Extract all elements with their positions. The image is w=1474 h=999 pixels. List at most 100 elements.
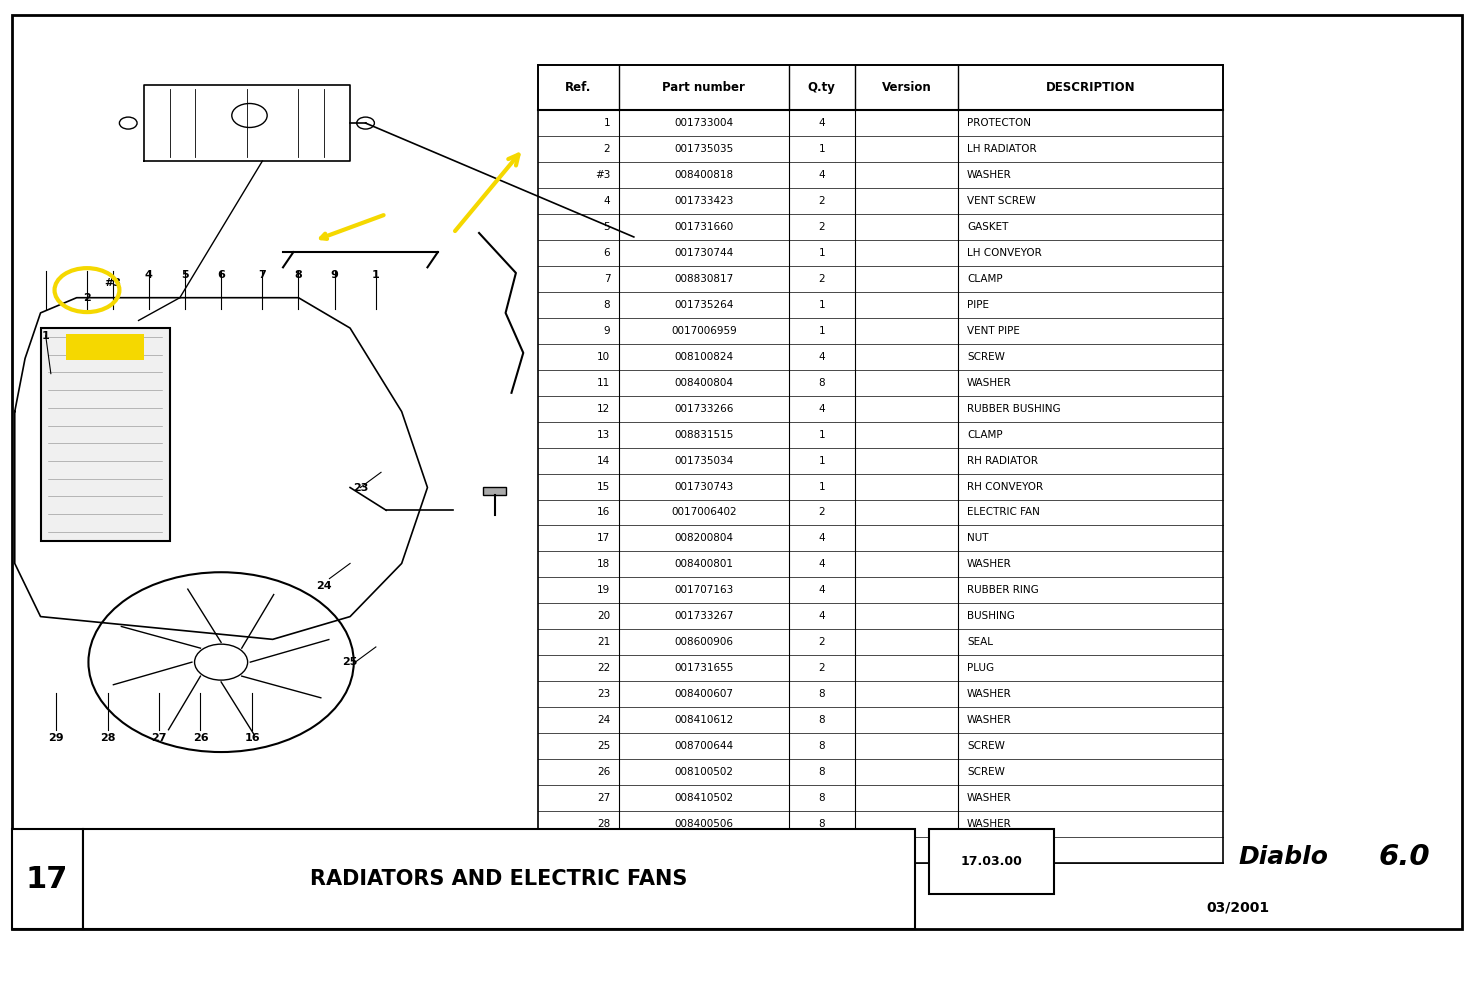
Text: 008400818: 008400818 (674, 170, 734, 180)
Text: Q.ty: Q.ty (808, 81, 836, 94)
Text: 008600906: 008600906 (674, 637, 734, 647)
Text: 24: 24 (317, 581, 332, 591)
Text: 008410612: 008410612 (674, 715, 734, 725)
Text: RH RADIATOR: RH RADIATOR (967, 456, 1038, 466)
Text: RUBBER RING: RUBBER RING (967, 585, 1039, 595)
Text: 16: 16 (597, 507, 610, 517)
Text: 001707163: 001707163 (674, 585, 734, 595)
Text: 7: 7 (258, 270, 267, 280)
Text: 11: 11 (597, 378, 610, 388)
Text: 008400804: 008400804 (674, 378, 734, 388)
Text: Part number: Part number (662, 81, 746, 94)
Text: 8: 8 (604, 300, 610, 310)
Text: PROTECTION: PROTECTION (967, 845, 1033, 855)
Text: 23: 23 (597, 689, 610, 699)
Text: 18: 18 (597, 559, 610, 569)
Text: 4: 4 (818, 533, 825, 543)
Text: WASHER: WASHER (967, 378, 1011, 388)
Text: 1: 1 (604, 118, 610, 128)
Text: 001733267: 001733267 (674, 611, 734, 621)
Text: DESCRIPTION: DESCRIPTION (1047, 81, 1135, 94)
Text: LH CONVEYOR: LH CONVEYOR (967, 248, 1042, 258)
Text: 12: 12 (597, 404, 610, 414)
Text: 29: 29 (597, 845, 610, 855)
Text: PROTECTON: PROTECTON (967, 118, 1030, 128)
Text: 2: 2 (818, 274, 825, 284)
Text: 15: 15 (597, 482, 610, 492)
Text: 8: 8 (818, 741, 825, 751)
Text: PLUG: PLUG (967, 663, 993, 673)
Text: 8: 8 (818, 378, 825, 388)
Text: 2: 2 (818, 845, 825, 855)
Text: 4: 4 (818, 559, 825, 569)
Text: CLAMP: CLAMP (967, 274, 1002, 284)
Text: 0017006959: 0017006959 (671, 326, 737, 336)
Text: 4: 4 (818, 585, 825, 595)
Text: 9: 9 (330, 270, 339, 280)
Text: NUT: NUT (967, 533, 989, 543)
Text: SCREW: SCREW (967, 767, 1005, 777)
Bar (482, 488, 507, 496)
Text: 2: 2 (818, 196, 825, 206)
Text: 001735034: 001735034 (674, 456, 734, 466)
Text: 008200804: 008200804 (674, 533, 734, 543)
Text: 25: 25 (342, 657, 358, 667)
Text: WASHER: WASHER (967, 170, 1011, 180)
Text: 1: 1 (818, 300, 825, 310)
Text: 21: 21 (597, 637, 610, 647)
Text: 001730744: 001730744 (674, 248, 734, 258)
Text: 20: 20 (597, 611, 610, 621)
Text: 1: 1 (371, 270, 380, 280)
Text: 13: 13 (597, 430, 610, 440)
Text: Ref.: Ref. (566, 81, 591, 94)
Text: 001731451: 001731451 (674, 845, 734, 855)
Text: Diablo: Diablo (1238, 845, 1328, 869)
Text: 001735264: 001735264 (674, 300, 734, 310)
Text: Version: Version (881, 81, 932, 94)
Text: WASHER: WASHER (967, 793, 1011, 803)
Text: 008831515: 008831515 (674, 430, 734, 440)
Bar (929, 829, 1054, 894)
Text: 29: 29 (49, 733, 63, 743)
Text: PIPE: PIPE (967, 300, 989, 310)
Text: 24: 24 (597, 715, 610, 725)
Text: VENT PIPE: VENT PIPE (967, 326, 1020, 336)
Text: SCREW: SCREW (967, 352, 1005, 362)
Text: 001733004: 001733004 (674, 118, 734, 128)
Text: 8: 8 (818, 767, 825, 777)
Bar (83, 829, 915, 929)
Text: WASHER: WASHER (967, 819, 1011, 829)
Text: RH CONVEYOR: RH CONVEYOR (967, 482, 1044, 492)
Text: 23: 23 (352, 483, 368, 493)
Text: GASKET: GASKET (967, 222, 1008, 232)
Text: 1: 1 (818, 456, 825, 466)
Text: 4: 4 (604, 196, 610, 206)
Text: #3: #3 (595, 170, 610, 180)
Text: 5: 5 (181, 270, 189, 280)
Text: 001735035: 001735035 (674, 144, 734, 154)
Text: 16: 16 (245, 733, 259, 743)
Text: CLAMP: CLAMP (967, 430, 1002, 440)
Text: 1: 1 (818, 430, 825, 440)
Text: 4: 4 (144, 270, 153, 280)
Text: 001730743: 001730743 (674, 482, 734, 492)
Text: 17.03.00: 17.03.00 (961, 855, 1021, 868)
Text: 008400607: 008400607 (674, 689, 734, 699)
Text: 28: 28 (597, 819, 610, 829)
Text: LH RADIATOR: LH RADIATOR (967, 144, 1036, 154)
Text: 001733266: 001733266 (674, 404, 734, 414)
Bar (66, 335, 144, 360)
Text: 001731655: 001731655 (674, 663, 734, 673)
Text: WASHER: WASHER (967, 689, 1011, 699)
Text: 8: 8 (818, 715, 825, 725)
Text: 8: 8 (295, 270, 302, 280)
Text: 2: 2 (83, 293, 91, 303)
Text: 008400506: 008400506 (674, 819, 734, 829)
Text: SCREW: SCREW (967, 741, 1005, 751)
Text: 4: 4 (818, 611, 825, 621)
Text: 008100502: 008100502 (674, 767, 734, 777)
Text: 1: 1 (818, 144, 825, 154)
Text: 4: 4 (818, 352, 825, 362)
Text: 9: 9 (604, 326, 610, 336)
Text: 5: 5 (604, 222, 610, 232)
